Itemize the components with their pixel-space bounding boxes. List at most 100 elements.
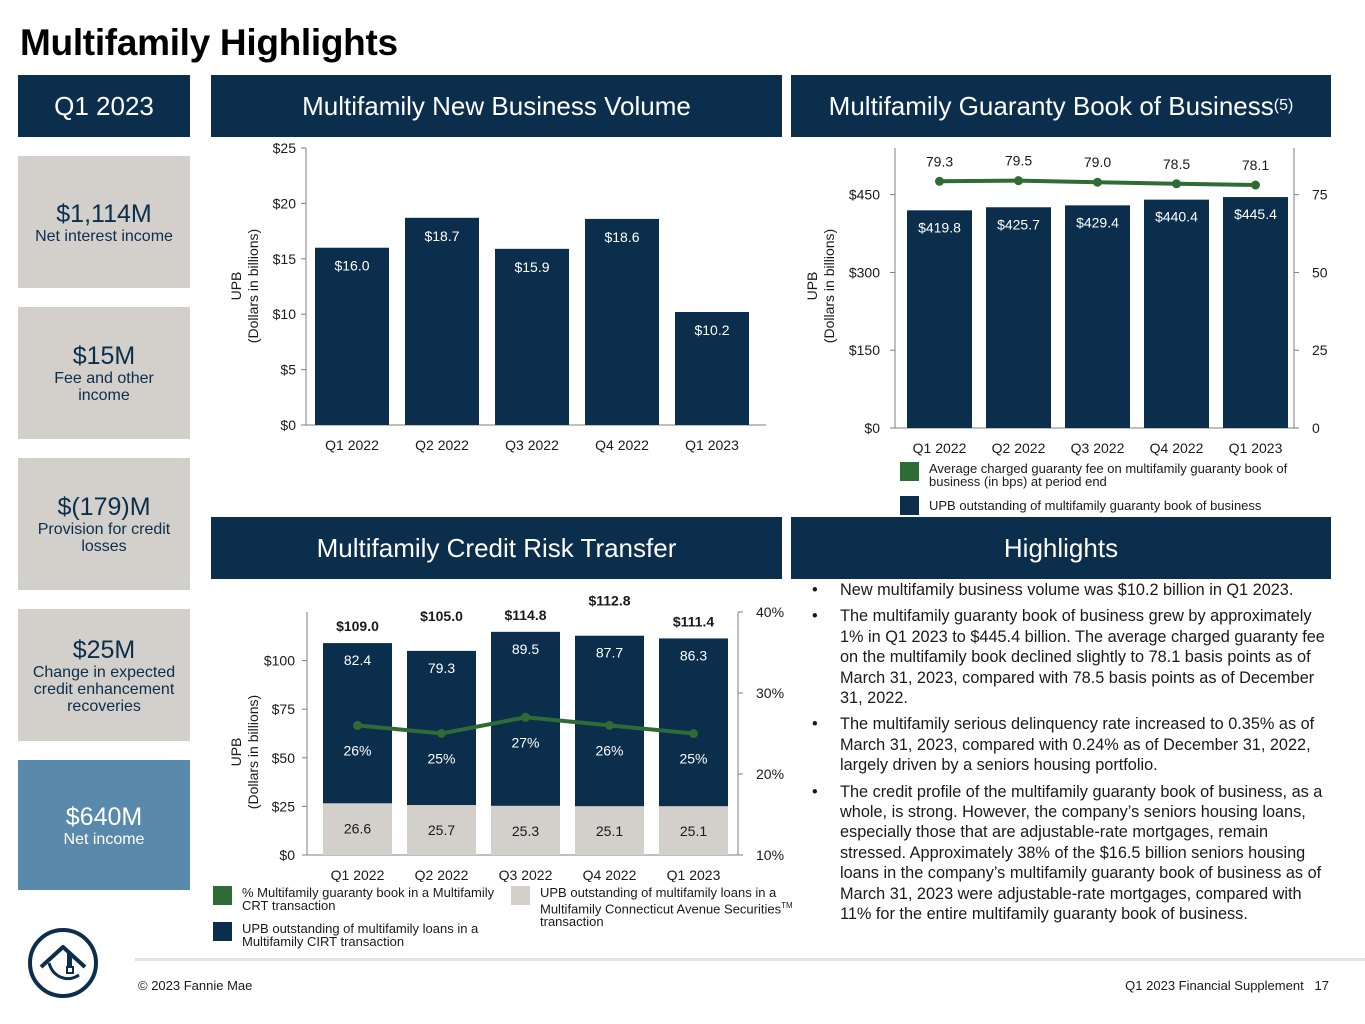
y-tick-label: $20 (273, 195, 297, 211)
fee-point (1093, 177, 1102, 187)
legend-fee: Average charged guaranty fee on multifam… (900, 462, 1330, 488)
bar-segment-cas (659, 806, 728, 855)
x-tick-label: Q1 2022 (325, 437, 379, 453)
highlight-item: The multifamily serious delinquency rate… (806, 714, 1336, 775)
bar-segment-cas (407, 805, 476, 855)
cirt-value-label: 87.7 (596, 645, 623, 661)
legend-crt-cas: UPB outstanding of multifamily loans in … (511, 886, 806, 928)
y-axis-label-line: (Dollars in billions) (821, 229, 837, 343)
legend-swatch-navy (900, 496, 919, 515)
y2-tick-label: 75 (1312, 187, 1328, 203)
x-tick-label: Q4 2022 (595, 437, 649, 453)
bar-value-label: $445.4 (1234, 206, 1277, 222)
highlights-list: New multifamily business volume was $10.… (806, 580, 1336, 931)
cirt-value-label: 82.4 (344, 652, 371, 668)
fee-label: 78.5 (1163, 156, 1190, 172)
y-tick-label: $25 (272, 798, 296, 814)
kpi-net-income: $640M Net income (18, 760, 190, 890)
legend-swatch-green (213, 886, 232, 905)
x-tick-label: Q3 2022 (505, 437, 559, 453)
legend-crt-cas-label: UPB outstanding of multifamily loans in … (540, 886, 806, 928)
y-tick-label: $50 (272, 750, 296, 766)
crt-pct-label: 25% (679, 751, 707, 767)
bar (405, 217, 479, 425)
highlights-header: Highlights (791, 517, 1331, 579)
total-label: $111.4 (673, 613, 714, 629)
bar-value-label: $440.4 (1155, 209, 1198, 225)
bar-value-label: $10.2 (694, 322, 729, 338)
crt-pct-point (353, 720, 362, 730)
bar-value-label: $18.7 (424, 228, 459, 244)
y-axis-label: UPB(Dollars in billions) (228, 695, 261, 809)
kpi-label: Fee and other income (54, 370, 154, 404)
crt-pct-label: 25% (427, 751, 455, 767)
cirt-value-label: 79.3 (428, 660, 455, 676)
fannie-mae-logo (28, 928, 98, 998)
y-axis-label-line: UPB (228, 738, 244, 767)
kpi-fee-income: $15M Fee and other income (18, 307, 190, 439)
guaranty-book-legend: Average charged guaranty fee on multifam… (900, 462, 1330, 515)
kpi-credit-enhancement: $25M Change in expected credit enhanceme… (18, 609, 190, 741)
y-tick-label: $5 (280, 362, 296, 378)
fee-label: 79.3 (926, 153, 953, 169)
y-tick-label: $0 (864, 420, 880, 436)
y-tick-label: $300 (849, 264, 880, 280)
fee-label: 79.5 (1005, 153, 1032, 169)
crt-chart: UPB(Dollars in billions) $0 $25 $50 $75 $100 1… (228, 593, 784, 882)
total-label: $112.8 (588, 593, 630, 609)
guaranty-book-chart: UPB(Dollars in billions) $0 $150 $300 $450 0 2… (804, 148, 1328, 456)
kpi-value: $15M (72, 342, 136, 370)
kpi-label: Net income (63, 830, 145, 848)
y2-tick-label: 30% (756, 685, 784, 701)
kpi-label: Change in expected credit enhancement re… (32, 663, 176, 715)
y2-tick-label: 0 (1312, 420, 1320, 436)
fee-label: 78.1 (1242, 157, 1269, 173)
y-tick-label: $10 (273, 306, 297, 322)
fee-point (1172, 179, 1181, 189)
footer-divider (135, 958, 1365, 961)
bar-value-label: $18.6 (604, 229, 639, 245)
bar (585, 218, 659, 425)
y-tick-label: $450 (849, 187, 880, 203)
kpi-value: $640M (65, 802, 143, 831)
new-business-header: Multifamily New Business Volume (211, 75, 782, 137)
crt-pct-label: 26% (343, 742, 371, 758)
x-tick-label: Q1 2023 (1229, 440, 1283, 456)
bar-segment-cirt (659, 638, 728, 807)
y-tick-label: $0 (280, 417, 296, 433)
new-business-chart: UPB(Dollars in billions) $0 $5 $10 $15 $20 $25… (228, 140, 766, 453)
legend-swatch-green (900, 462, 919, 481)
footer-supplement-title: Q1 2023 Financial Supplement (1125, 978, 1304, 993)
bar (1065, 205, 1130, 428)
cas-value-label: 26.6 (344, 820, 371, 836)
kpi-provision: $(179)M Provision for credit losses (18, 458, 190, 590)
bar-value-label: $16.0 (334, 258, 369, 274)
legend-upb: UPB outstanding of multifamily guaranty … (900, 496, 1330, 515)
cas-value-label: 25.3 (512, 823, 539, 839)
legend-crt-pct-label: % Multifamily guaranty book in a Multifa… (242, 885, 495, 913)
y-axis-label: UPB(Dollars in billions) (804, 229, 837, 343)
bar-segment-cas (323, 803, 392, 855)
crt-pct-label: 27% (511, 734, 539, 750)
y-tick-label: $150 (849, 342, 880, 358)
x-tick-label: Q1 2023 (667, 867, 721, 882)
y-tick-label: $25 (273, 140, 297, 156)
crt-pct-label: 26% (595, 742, 623, 758)
x-tick-label: Q1 2022 (913, 440, 967, 456)
bar-segment-cas (491, 805, 560, 855)
crt-legend-right: UPB outstanding of multifamily loans in … (511, 886, 806, 928)
highlight-item: New multifamily business volume was $10.… (806, 580, 1336, 601)
legend-crt-pct: % Multifamily guaranty book in a Multifa… (213, 886, 503, 912)
x-tick-label: Q2 2022 (415, 867, 469, 882)
crt-pct-point (437, 729, 446, 738)
kpi-label: Net interest income (35, 227, 173, 245)
x-tick-label: Q2 2022 (415, 437, 469, 453)
legend-swatch-gray (511, 886, 530, 905)
bar-segment-cas (575, 806, 644, 855)
legend-swatch-navy (213, 922, 232, 941)
bar-value-label: $425.7 (997, 216, 1040, 232)
kpi-label: Provision for credit losses (37, 521, 171, 555)
guaranty-book-header: Multifamily Guaranty Book of Business (5) (791, 75, 1331, 137)
bar (907, 210, 972, 428)
cirt-value-label: 86.3 (680, 647, 707, 663)
